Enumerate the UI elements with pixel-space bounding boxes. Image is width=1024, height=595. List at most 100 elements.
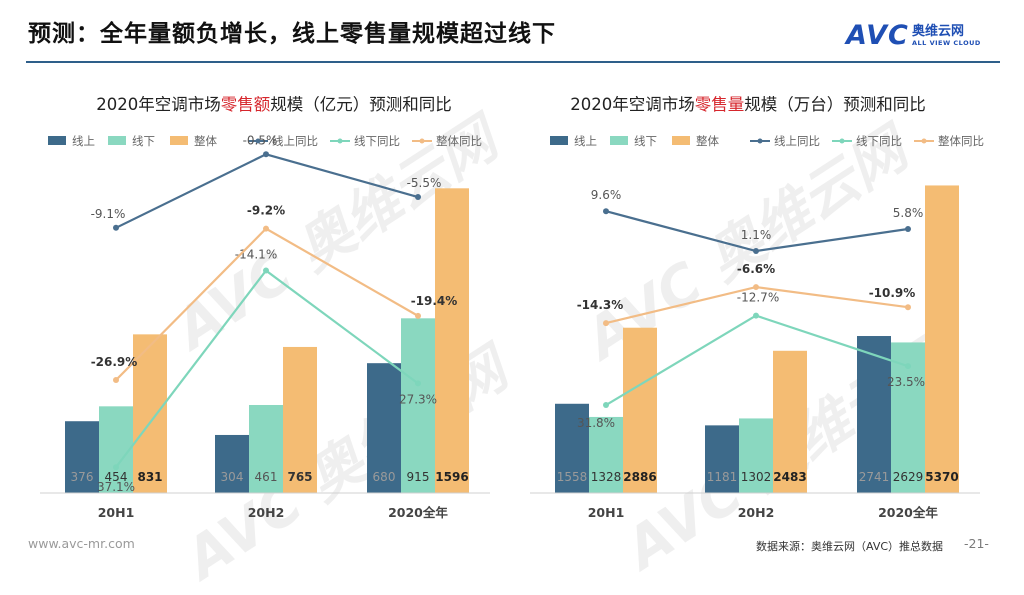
legend-label: 整体同比: [938, 134, 984, 148]
legend-label: 线下: [132, 134, 155, 148]
line-data-label: 1.1%: [741, 228, 772, 242]
line-point: [113, 464, 119, 471]
line-point: [263, 267, 269, 274]
line-data-label: 31.8%: [577, 416, 615, 430]
legend-label: 线下同比: [856, 134, 902, 148]
website-url: www.avc-mr.com: [28, 536, 135, 551]
line-data-label: 23.5%: [887, 375, 925, 389]
line-data-label: -19.4%: [411, 294, 458, 308]
legend-label: 整体同比: [436, 134, 482, 148]
chart-title-suffix: 规模（亿元）预测和同比: [270, 95, 452, 114]
bar-线上-2020全年: [367, 363, 401, 493]
line-point: [113, 224, 119, 231]
bar-线下-20H2: [249, 404, 283, 493]
legend-label: 线上: [574, 134, 597, 148]
legend-item: 整体: [170, 134, 217, 148]
legend-swatch: [672, 136, 690, 145]
legend-marker: [757, 138, 763, 144]
chart-legend: 线上 线下 整体 线上同比 线下同比 整体同比: [550, 134, 984, 148]
x-tick-label: 20H1: [98, 505, 135, 520]
bar-value-label: 915: [407, 470, 430, 484]
legend-marker: [921, 138, 927, 144]
line-data-label: 37.1%: [97, 480, 135, 494]
chart-title-amount: 2020年空调市场零售额规模（亿元）预测和同比: [44, 91, 504, 115]
avc-logo: AVC 奥维云网 ALL VIEW CLOUD: [846, 20, 1006, 54]
legend-swatch: [550, 136, 568, 145]
bar-value-label: 461: [255, 470, 278, 484]
line-data-label: 9.6%: [591, 188, 622, 202]
line-data-label: -14.1%: [235, 248, 277, 262]
legend-swatch: [108, 136, 126, 145]
legend-label: 整体: [696, 134, 719, 148]
bar-value-label: 1328: [591, 470, 622, 484]
legend-swatch: [48, 136, 66, 145]
legend-item: 整体同比: [412, 134, 482, 148]
legend-marker: [337, 138, 343, 144]
line-point: [263, 225, 269, 232]
logo-mark: AVC: [846, 20, 909, 51]
line-point: [415, 194, 421, 201]
chart-title-highlight: 零售额: [220, 95, 271, 114]
line-data-label: -14.3%: [577, 298, 624, 312]
line-point: [905, 304, 911, 311]
x-tick-label: 20H2: [738, 505, 775, 520]
chart-title-highlight: 零售量: [694, 95, 745, 114]
bar-整体-20H1: [133, 334, 167, 493]
series-line-线上同比: -9.1% -0.5% -5.5%: [91, 133, 441, 231]
bar-线上-20H1: [65, 421, 99, 493]
bar-线上-20H1: [555, 403, 589, 493]
bar-value-label: 2629: [893, 470, 924, 484]
bar-value-label: 831: [137, 470, 162, 484]
legend-marker: [839, 138, 845, 144]
logo-name-cn: 奥维云网: [912, 24, 965, 39]
line-data-label: -0.5%: [243, 133, 278, 147]
legend-label: 线上同比: [774, 134, 820, 148]
legend-label: 线上: [72, 134, 95, 148]
chart-title-prefix: 2020年空调市场: [570, 95, 695, 114]
bar-线下-20H1: [589, 416, 623, 493]
page-title: 预测：全年量额负增长，线上零售量规模超过线下: [28, 21, 556, 47]
legend-item: 线下同比: [330, 134, 400, 148]
line-point: [905, 226, 911, 233]
x-tick-label: 20H2: [248, 505, 285, 520]
legend-item: 线上同比: [248, 134, 318, 148]
bar-value-label: 2741: [859, 470, 890, 484]
bar-value-label: 304: [221, 470, 244, 484]
data-source: 数据来源：奥维云网（AVC）推总数据: [756, 540, 944, 553]
line-point: [263, 151, 269, 158]
bar-value-label: 1558: [557, 470, 588, 484]
series-line-线上同比: 9.6% 1.1% 5.8%: [591, 188, 923, 255]
bar-线上-20H2: [705, 425, 739, 493]
series-line-线下同比: 37.1% -14.1% 27.3%: [97, 248, 437, 495]
bar-整体-20H1: [623, 327, 657, 493]
line-point: [603, 320, 609, 327]
line-point: [905, 363, 911, 370]
logo-name-en: ALL VIEW CLOUD: [912, 39, 981, 47]
line-point: [113, 376, 119, 383]
bar-整体-2020全年: [925, 185, 959, 493]
line-data-label: -9.2%: [247, 204, 285, 218]
x-tick-label: 2020全年: [388, 505, 448, 520]
legend-label: 线下: [634, 134, 657, 148]
bar-value-label: 1302: [741, 470, 772, 484]
legend-marker: [255, 138, 261, 144]
chart-title-suffix: 规模（万台）预测和同比: [744, 95, 926, 114]
line-data-label: 27.3%: [399, 392, 437, 406]
line-point: [603, 208, 609, 215]
legend-marker: [419, 138, 425, 144]
legend-label: 线下同比: [354, 134, 400, 148]
legend-item: 线下: [108, 134, 155, 148]
bar-value-label: 454: [105, 470, 128, 484]
bar-value-label: 1181: [707, 470, 738, 484]
bar-整体-2020全年: [435, 188, 469, 493]
chart-title-volume: 2020年空调市场零售量规模（万台）预测和同比: [518, 91, 978, 115]
x-tick-label: 20H1: [588, 505, 625, 520]
chart-legend: 线上 线下 整体 线上同比 线下同比 整体同比: [48, 134, 482, 148]
line-data-label: -6.6%: [737, 262, 775, 276]
bar-value-label: 5370: [925, 470, 958, 484]
legend-item: 线下同比: [832, 134, 902, 148]
line-point: [753, 312, 759, 319]
line-point: [753, 248, 759, 255]
bar-线上-20H2: [215, 434, 249, 493]
series-line-整体同比: -14.3% -6.6% -10.9%: [577, 262, 915, 327]
